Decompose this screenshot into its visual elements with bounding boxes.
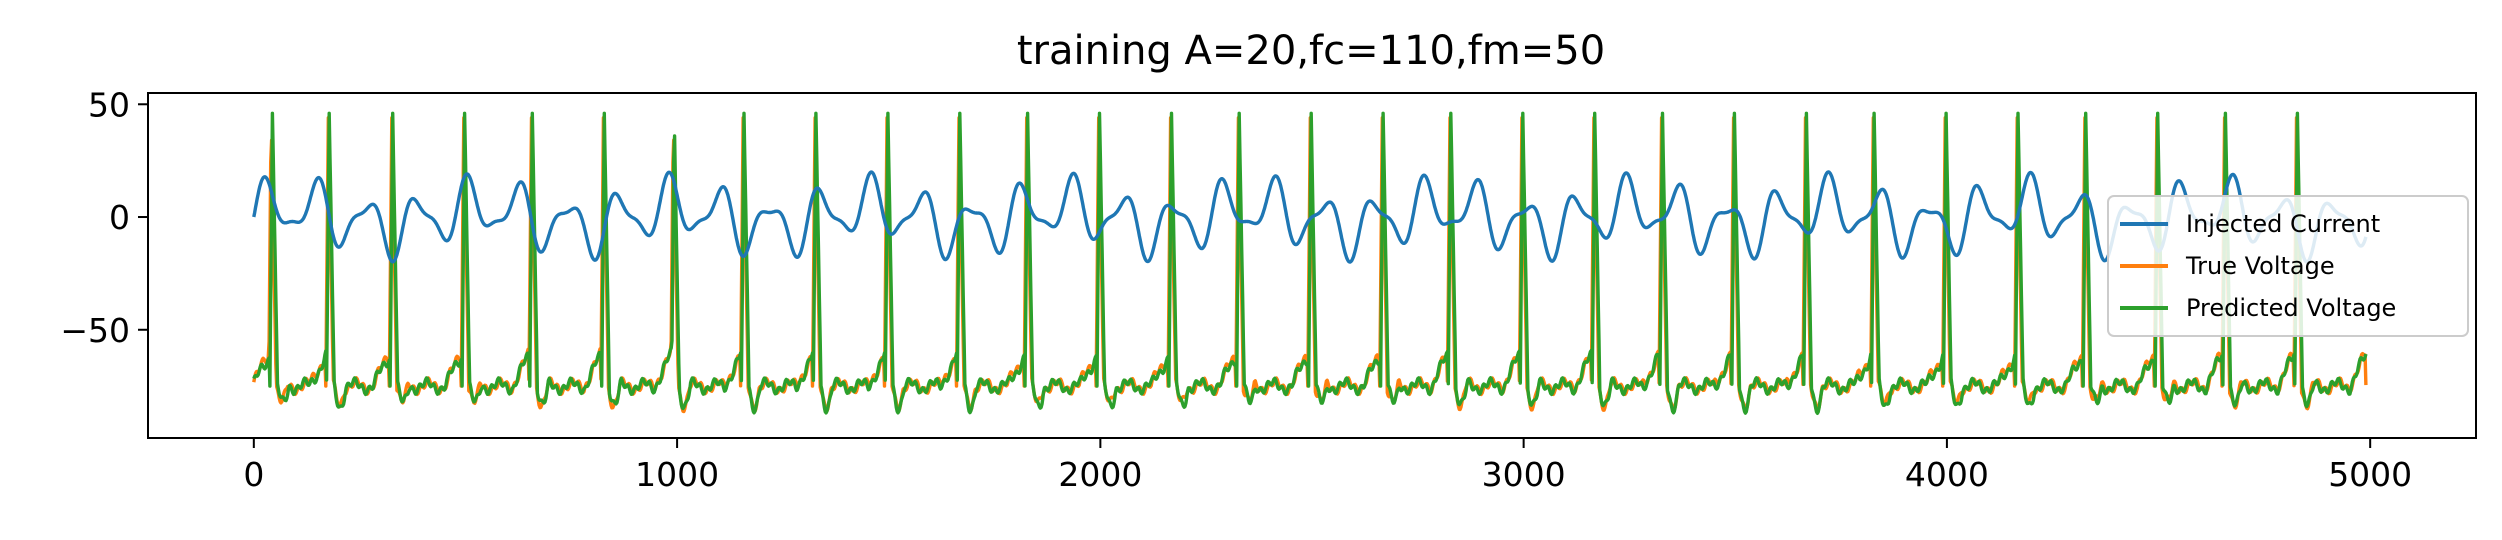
x-tick-label: 2000 [1058,455,1142,494]
legend-label: Predicted Voltage [2186,294,2396,322]
y-tick-label: 0 [109,198,130,237]
x-tick-label: 4000 [1905,455,1989,494]
legend-box [2107,195,2469,337]
x-tick-label: 3000 [1482,455,1566,494]
predicted-voltage-line [252,111,2368,415]
legend-label: True Voltage [2185,252,2335,280]
x-tick-label: 1000 [635,455,719,494]
legend-label: Injected Current [2186,210,2380,238]
plot-frame [147,92,2477,439]
axis-layer: 0 1000 2000 3000 4000 5000 50 0 −50 [60,85,2412,494]
series-layer [252,111,2368,415]
legend: Injected Current True Voltage Predicted Vo… [2107,195,2469,337]
y-tick-label: −50 [60,311,130,350]
y-tick-label: 50 [88,85,130,124]
x-tick-label: 0 [243,455,264,494]
x-tick-label: 5000 [2328,455,2412,494]
chart-title: training A=20,fc=110,fm=50 [1017,28,1605,74]
injected-current-line [252,170,2368,264]
